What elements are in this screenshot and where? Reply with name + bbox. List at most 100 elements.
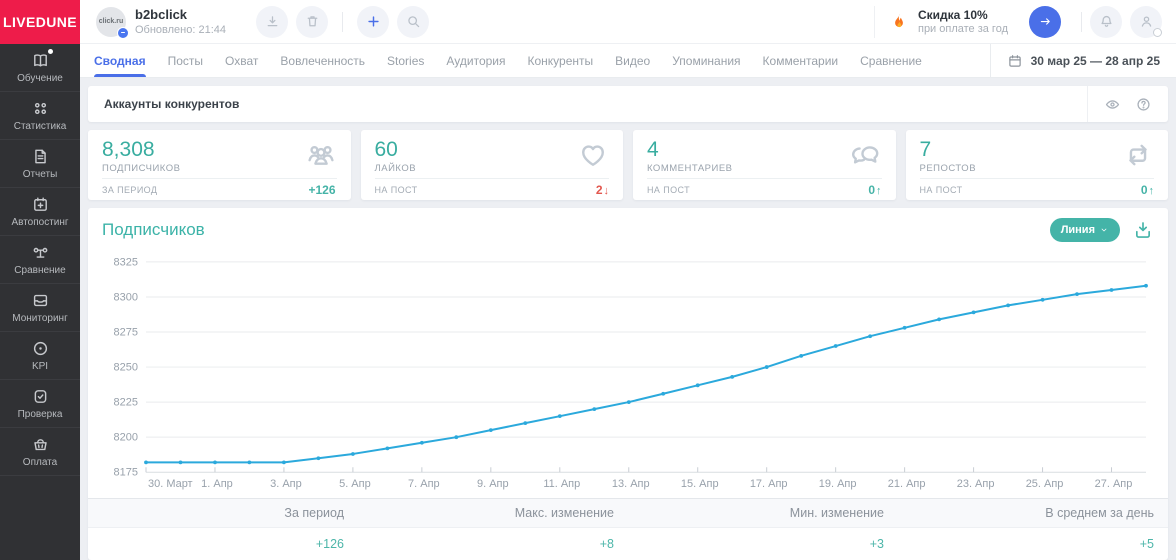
stat-card[interactable]: 8,308 ПОДПИСЧИКОВ ЗА ПЕРИОД +126 bbox=[88, 130, 351, 200]
sidebar-item[interactable]: Обучение bbox=[0, 44, 80, 92]
stat-card[interactable]: 4 КОММЕНТАРИЕВ НА ПОСТ 0↑ bbox=[633, 130, 896, 200]
summary-label: В среднем за день bbox=[1045, 506, 1154, 520]
calendar-icon bbox=[1007, 53, 1023, 69]
tab[interactable]: Сравнение bbox=[860, 53, 922, 68]
sidebar-item[interactable]: Сравнение bbox=[0, 236, 80, 284]
account-name: b2bclick bbox=[135, 7, 188, 22]
svg-text:17. Апр: 17. Апр bbox=[750, 478, 788, 490]
eye-icon[interactable] bbox=[1104, 96, 1121, 113]
stat-card[interactable]: 60 ЛАЙКОВ НА ПОСТ 2↓ bbox=[360, 130, 623, 200]
stat-footer-label: НА ПОСТ bbox=[919, 184, 963, 195]
payment-basket-icon bbox=[31, 435, 50, 454]
stat-value: 60 bbox=[374, 138, 398, 161]
svg-text:3. Апр: 3. Апр bbox=[270, 478, 302, 490]
svg-text:8200: 8200 bbox=[114, 432, 138, 444]
download-icon[interactable] bbox=[256, 5, 289, 38]
tabs-row: Сводная Посты Охват Вовлеченность Stories Ауд… bbox=[80, 44, 1176, 78]
question-icon[interactable] bbox=[1135, 96, 1152, 113]
stat-footer-value: 0↑ bbox=[868, 182, 882, 197]
flame-icon bbox=[889, 12, 909, 32]
sidebar-item-label: Сравнение bbox=[14, 265, 66, 276]
date-range-label: 30 мар 25 — 28 апр 25 bbox=[1030, 53, 1160, 68]
line-chart[interactable]: 8175 8200 8225 8250 8275 8300 8325 30. Март 1. А… bbox=[88, 252, 1168, 498]
sidebar: Обучение Статистика Отчеты Автопостинг С… bbox=[0, 44, 80, 560]
sidebar-item[interactable]: KPI bbox=[0, 332, 80, 380]
date-range-picker[interactable]: 30 мар 25 — 28 апр 25 bbox=[989, 44, 1176, 77]
updated-timestamp: Обновлено: 21:44 bbox=[135, 24, 227, 36]
account-switcher[interactable]: click.ru b2bclick Обновлено: 21:44 bbox=[80, 6, 240, 39]
svg-text:11. Апр: 11. Апр bbox=[543, 478, 580, 490]
chart-type-selector[interactable]: Линия bbox=[1049, 218, 1120, 242]
stat-card[interactable]: 7 РЕПОСТОВ НА ПОСТ 0↑ bbox=[905, 130, 1168, 200]
stat-footer-label: НА ПОСТ bbox=[647, 184, 690, 195]
svg-text:25. Апр: 25. Апр bbox=[1026, 478, 1064, 490]
sidebar-item-label: Отчеты bbox=[22, 169, 58, 180]
sidebar-item[interactable]: Статистика bbox=[0, 92, 80, 140]
user-icon[interactable] bbox=[1130, 5, 1162, 38]
tab[interactable]: Вовлеченность bbox=[280, 53, 366, 68]
reposts-icon bbox=[1122, 139, 1154, 178]
svg-text:19. Апр: 19. Апр bbox=[819, 478, 857, 490]
sidebar-item-label: KPI bbox=[31, 361, 49, 372]
summary-value: +126 bbox=[315, 537, 344, 551]
tab[interactable]: Конкуренты bbox=[527, 53, 594, 68]
topbar: LIVEDUNE click.ru b2bclick Обновлено: 21… bbox=[0, 0, 1176, 44]
svg-text:8175: 8175 bbox=[114, 467, 138, 479]
tab[interactable]: Охват bbox=[225, 53, 259, 68]
sidebar-item[interactable]: Мониторинг bbox=[0, 284, 80, 332]
chart-summary: За период Макс. изменение Мин. изменение В … bbox=[88, 498, 1168, 560]
check-shield-icon bbox=[31, 387, 50, 406]
sidebar-item[interactable]: Отчеты bbox=[0, 140, 80, 188]
stat-footer-value: 2↓ bbox=[595, 182, 609, 197]
svg-text:1. Апр: 1. Апр bbox=[201, 478, 233, 490]
stat-label: КОММЕНТАРИЕВ bbox=[647, 163, 733, 175]
svg-text:8325: 8325 bbox=[114, 256, 138, 268]
summary-label: Мин. изменение bbox=[789, 506, 884, 520]
chart-download-icon[interactable] bbox=[1132, 219, 1154, 241]
summary-value: +3 bbox=[869, 537, 884, 551]
svg-text:5. Апр: 5. Апр bbox=[339, 478, 371, 490]
discount-promo[interactable]: Скидка 10% при оплате за год bbox=[873, 5, 1075, 38]
autopost-calendar-icon bbox=[31, 195, 50, 214]
stat-value: 4 bbox=[647, 138, 659, 161]
brand-logo[interactable]: LIVEDUNE bbox=[0, 0, 80, 44]
sidebar-item-label: Проверка bbox=[17, 409, 63, 420]
sidebar-item-label: Оплата bbox=[22, 457, 58, 468]
arrow-right-icon[interactable] bbox=[1029, 5, 1061, 38]
sidebar-item[interactable]: Проверка bbox=[0, 380, 80, 428]
competitors-bar: Аккаунты конкурентов bbox=[88, 86, 1168, 122]
promo-subtitle: при оплате за год bbox=[917, 23, 1008, 35]
svg-text:8225: 8225 bbox=[114, 397, 138, 409]
tab[interactable]: Упоминания bbox=[672, 53, 741, 68]
competitors-title: Аккаунты конкурентов bbox=[104, 97, 240, 111]
sidebar-item-label: Автопостинг bbox=[11, 217, 69, 228]
stats-dots-icon bbox=[31, 99, 50, 118]
bell-icon[interactable] bbox=[1090, 5, 1122, 38]
stat-footer-label: ЗА ПЕРИОД bbox=[102, 184, 158, 195]
search-icon[interactable] bbox=[397, 5, 430, 38]
tab[interactable]: Сводная bbox=[94, 44, 146, 77]
plus-icon[interactable] bbox=[357, 5, 390, 38]
svg-text:15. Апр: 15. Апр bbox=[681, 478, 719, 490]
kpi-target-icon bbox=[31, 339, 50, 358]
summary-label: За период bbox=[284, 506, 344, 520]
tab[interactable]: Аудитория bbox=[446, 53, 506, 68]
divider bbox=[1081, 11, 1082, 32]
tab-bar: Сводная Посты Охват Вовлеченность Stories Ауд… bbox=[80, 44, 990, 77]
chart-title: Подписчиков bbox=[102, 220, 205, 239]
stat-footer-value: +126 bbox=[308, 182, 336, 197]
tab[interactable]: Видео bbox=[615, 53, 651, 68]
followers-icon bbox=[305, 139, 337, 178]
promo-title: Скидка 10% bbox=[917, 8, 988, 22]
tab[interactable]: Посты bbox=[167, 53, 204, 68]
sidebar-item-label: Мониторинг bbox=[12, 313, 68, 324]
sidebar-item[interactable]: Автопостинг bbox=[0, 188, 80, 236]
sidebar-item[interactable]: Оплата bbox=[0, 428, 80, 476]
summary-value: +5 bbox=[1139, 537, 1154, 551]
tab[interactable]: Stories bbox=[387, 53, 425, 68]
tab[interactable]: Комментарии bbox=[762, 53, 839, 68]
avatar-text: click.ru bbox=[98, 18, 124, 25]
trash-icon[interactable] bbox=[296, 5, 329, 38]
svg-text:23. Апр: 23. Апр bbox=[957, 478, 995, 490]
